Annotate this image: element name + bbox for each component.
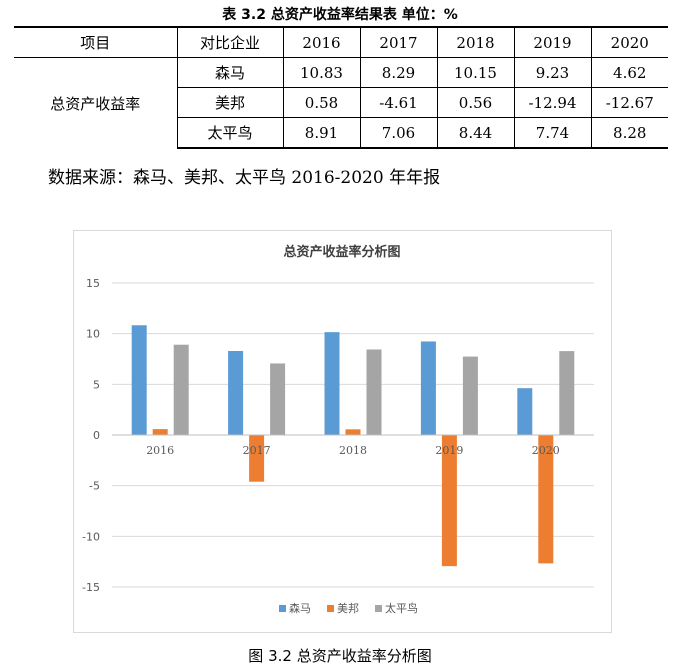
value-cell: 9.23 <box>513 57 591 88</box>
value-cell: -12.67 <box>590 87 668 118</box>
table-row: 美邦 0.58 -4.61 0.56 -12.94 -12.67 <box>14 87 668 118</box>
value-cell: 4.62 <box>590 57 668 88</box>
bar-美邦 <box>152 429 168 435</box>
table-header-row: 项目 对比企业 2016 2017 2018 2019 2020 <box>14 26 668 58</box>
y-tick-label: -10 <box>82 530 100 543</box>
y-tick-label: -15 <box>82 581 100 594</box>
result-table: 项目 对比企业 2016 2017 2018 2019 2020 总资产收益率 … <box>14 26 668 149</box>
table-row: 太平鸟 8.91 7.06 8.44 7.74 8.28 <box>14 117 668 149</box>
bar-chart: 总资产收益率分析图 15 10 5 0 -5 -10 -15 2016 2017 2018 2019 2… <box>82 244 594 615</box>
x-tick-label: 2018 <box>339 444 367 457</box>
chart-title: 总资产收益率分析图 <box>283 244 400 260</box>
bar-森马 <box>324 332 340 435</box>
y-tick-label: -5 <box>89 480 100 493</box>
header-year: 2016 <box>282 26 360 58</box>
bar-森马 <box>131 325 147 435</box>
bar-太平鸟 <box>270 363 286 435</box>
x-tick-label: 2017 <box>243 444 271 457</box>
bar-太平鸟 <box>173 344 189 435</box>
bar-美邦 <box>249 435 265 482</box>
value-cell: 8.91 <box>282 117 360 149</box>
figure-caption: 图 3.2 总资产收益率分析图 <box>248 647 432 665</box>
header-year: 2020 <box>590 26 668 58</box>
bar-太平鸟 <box>559 351 575 435</box>
y-tick-label: 0 <box>93 429 100 442</box>
bar-森马 <box>420 341 436 435</box>
legend-label: 美邦 <box>337 602 359 615</box>
value-cell: 8.28 <box>590 117 668 149</box>
header-year: 2017 <box>359 26 437 58</box>
bar-美邦 <box>345 429 361 435</box>
legend-label: 森马 <box>289 601 311 615</box>
row-label: 总资产收益率 <box>50 94 141 113</box>
bar-美邦 <box>538 435 554 564</box>
company-cell: 太平鸟 <box>176 117 283 149</box>
value-cell: 8.44 <box>436 117 514 149</box>
value-cell: -12.94 <box>513 87 591 118</box>
header-year: 2018 <box>436 26 514 58</box>
company-cell: 森马 <box>176 57 283 88</box>
y-tick-label: 15 <box>86 277 100 290</box>
value-cell: 7.74 <box>513 117 591 149</box>
bar-森马 <box>228 350 244 435</box>
value-cell: 10.15 <box>436 57 514 88</box>
table-title: 表 3.2 总资产收益率结果表 单位：% <box>222 7 458 23</box>
bar-太平鸟 <box>462 356 478 435</box>
legend-swatch-森马 <box>279 605 286 612</box>
bar-美邦 <box>441 435 457 567</box>
table-row: 总资产收益率 森马 10.83 8.29 10.15 9.23 4.62 <box>14 57 668 113</box>
header-year: 2019 <box>513 26 591 58</box>
company-cell: 美邦 <box>176 87 283 118</box>
value-cell: -4.61 <box>359 87 437 118</box>
x-tick-label: 2020 <box>532 444 560 457</box>
data-source-note: 数据来源：森马、美邦、太平鸟 2016-2020 年年报 <box>48 168 441 188</box>
legend-swatch-太平鸟 <box>375 605 382 612</box>
value-cell: 0.56 <box>436 87 514 118</box>
bar-森马 <box>517 388 533 435</box>
y-tick-label: 5 <box>93 378 100 391</box>
value-cell: 10.83 <box>282 57 360 88</box>
header-company: 对比企业 <box>176 26 283 58</box>
chart-frame: 总资产收益率分析图 15 10 5 0 -5 -10 -15 2016 2017 2018 2019 2… <box>73 230 612 633</box>
legend-label: 太平鸟 <box>385 601 418 615</box>
legend-swatch-美邦 <box>327 605 334 612</box>
value-cell: 8.29 <box>359 57 437 88</box>
header-item: 项目 <box>14 26 177 58</box>
bar-太平鸟 <box>366 349 382 435</box>
value-cell: 7.06 <box>359 117 437 149</box>
x-tick-label: 2019 <box>435 444 463 457</box>
value-cell: 0.58 <box>282 87 360 118</box>
y-tick-label: 10 <box>86 328 100 341</box>
x-tick-label: 2016 <box>146 444 174 457</box>
